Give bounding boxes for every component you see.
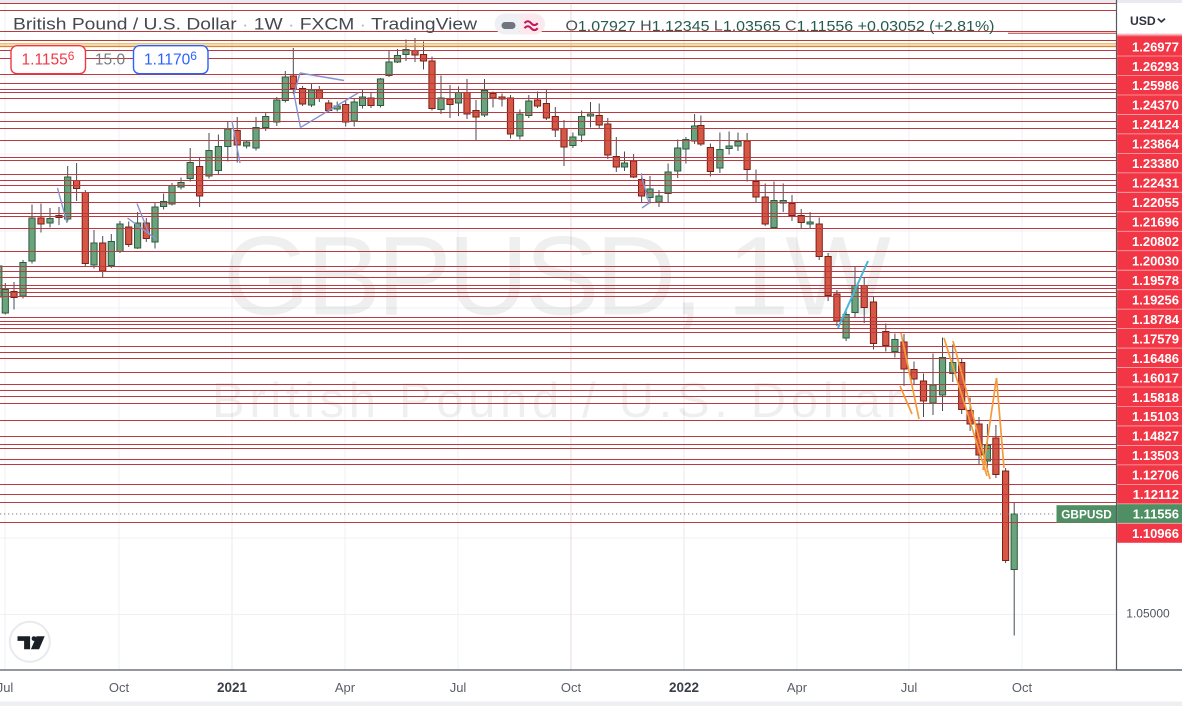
svg-text:1.14827: 1.14827 [1132,429,1179,444]
svg-text:1.23380: 1.23380 [1132,156,1179,171]
svg-text:1.25986: 1.25986 [1132,78,1179,93]
svg-text:1.11706: 1.11706 [144,49,197,68]
svg-text:USD: USD [1130,14,1156,28]
svg-text:Oct: Oct [109,680,130,695]
svg-text:Jul: Jul [450,680,467,695]
svg-text:1.20802: 1.20802 [1132,234,1179,249]
svg-text:GBPUSD: GBPUSD [1061,508,1112,522]
svg-text:1.12706: 1.12706 [1132,468,1179,483]
svg-text:1.19256: 1.19256 [1132,292,1179,307]
svg-text:1.24124: 1.24124 [1132,117,1180,132]
svg-text:1.23864: 1.23864 [1132,137,1180,152]
svg-text:1.16486: 1.16486 [1132,351,1179,366]
svg-text:1.12112: 1.12112 [1133,487,1179,502]
svg-text:GBPUSD, 1W: GBPUSD, 1W [223,214,891,339]
svg-text:British Pound / U.S. Dollar ·: British Pound / U.S. Dollar · 1W · FXCM … [13,15,478,34]
svg-text:1.18784: 1.18784 [1132,312,1180,327]
svg-text:2022: 2022 [669,680,699,695]
svg-text:1.20030: 1.20030 [1132,253,1179,268]
svg-text:1.13503: 1.13503 [1132,448,1179,463]
svg-text:1.24370: 1.24370 [1132,98,1179,113]
svg-text:1.16017: 1.16017 [1132,370,1179,385]
svg-text:1.11556: 1.11556 [22,49,75,68]
svg-text:O1.07927 H1.12345 L1.03565 C1.: O1.07927 H1.12345 L1.03565 C1.11556 +0.0… [566,18,995,35]
svg-text:1.22055: 1.22055 [1132,195,1179,210]
svg-text:1.21696: 1.21696 [1132,215,1179,230]
svg-text:Jul: Jul [0,680,13,695]
svg-text:2021: 2021 [217,680,248,695]
svg-text:1.26293: 1.26293 [1132,59,1179,74]
svg-text:1.11556: 1.11556 [1133,507,1179,522]
svg-text:1.15103: 1.15103 [1132,409,1179,424]
svg-text:1.22431: 1.22431 [1132,176,1179,191]
svg-text:1.10966: 1.10966 [1132,526,1179,541]
svg-text:1.26977: 1.26977 [1132,39,1179,54]
svg-text:Jul: Jul [901,680,918,695]
svg-text:1.15818: 1.15818 [1132,390,1179,405]
svg-text:Oct: Oct [1012,680,1033,695]
svg-text:1.05000: 1.05000 [1126,607,1170,621]
svg-text:Apr: Apr [787,680,808,695]
svg-text:1.17579: 1.17579 [1132,331,1179,346]
svg-text:15.0: 15.0 [95,52,126,69]
svg-text:1.19578: 1.19578 [1132,273,1179,288]
svg-text:Apr: Apr [335,680,356,695]
svg-text:Oct: Oct [561,680,582,695]
